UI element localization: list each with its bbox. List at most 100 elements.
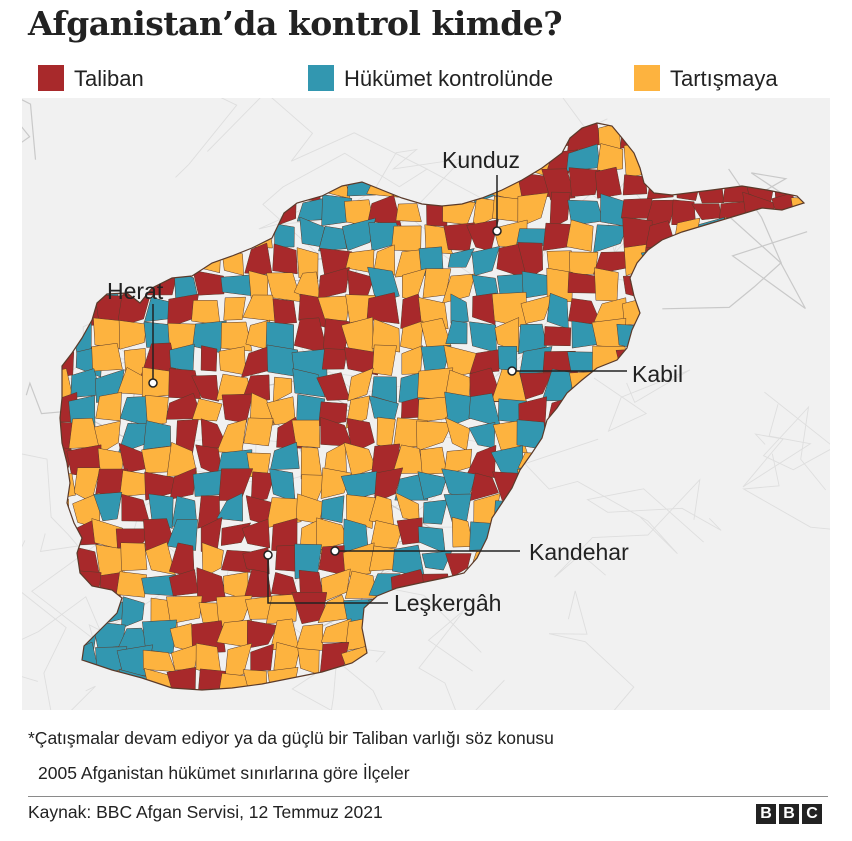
background-road-line	[418, 608, 505, 710]
location-dot-icon	[507, 366, 517, 376]
district-contested	[395, 203, 422, 222]
district-contested	[216, 595, 253, 628]
location-dot-icon	[263, 550, 273, 560]
district-contested	[249, 392, 275, 426]
district-government	[518, 323, 547, 355]
district-contested	[347, 367, 374, 402]
district-contested	[566, 219, 594, 252]
city-marker-kabil: Kabil	[507, 361, 683, 387]
district-contested	[420, 317, 452, 351]
bbc-logo: B B C	[756, 804, 822, 824]
district-government	[593, 224, 628, 253]
district-contested	[517, 192, 549, 228]
district-contested	[416, 420, 453, 452]
city-marker-kunduz: Kunduz	[442, 147, 520, 236]
bbc-logo-letter: C	[802, 804, 822, 824]
background-road-line	[554, 478, 701, 578]
background-road-line	[742, 453, 830, 530]
district-government	[274, 223, 295, 248]
district-taliban	[250, 643, 274, 672]
district-government	[121, 596, 145, 629]
district-contested	[191, 398, 223, 422]
district-government	[93, 491, 123, 522]
district-taliban	[472, 292, 497, 325]
background-road-line	[22, 99, 37, 160]
district-contested	[116, 571, 147, 598]
district-taliban	[373, 467, 404, 504]
district-contested	[243, 417, 274, 447]
district-contested	[369, 520, 404, 550]
footer-divider	[28, 796, 828, 797]
background-road-line	[593, 369, 691, 432]
district-government	[445, 320, 468, 345]
legend-swatch-contested	[634, 65, 660, 91]
district-contested	[218, 346, 247, 376]
district-contested	[346, 494, 376, 529]
district-government	[447, 248, 475, 268]
district-contested	[118, 320, 147, 350]
district-taliban	[519, 372, 553, 400]
legend-swatch-government	[308, 65, 334, 91]
district-government	[166, 519, 198, 551]
district-contested	[371, 318, 400, 353]
city-marker-leskergah: Leşkergâh	[263, 550, 501, 616]
city-marker-herat: Herat	[107, 278, 164, 388]
district-government	[421, 550, 453, 571]
district-contested	[166, 595, 203, 624]
district-contested	[120, 542, 148, 572]
district-contested	[291, 419, 321, 448]
leader-line-leskergah	[267, 555, 388, 604]
bbc-logo-letter: B	[779, 804, 799, 824]
district-taliban	[166, 667, 196, 690]
district-taliban	[192, 270, 225, 296]
district-contested	[95, 391, 122, 422]
location-dot-icon	[492, 226, 502, 236]
district-contested	[442, 273, 476, 304]
district-government	[143, 420, 171, 450]
legend-item-government: Hükümet kontrolünde	[308, 64, 553, 93]
district-taliban	[622, 174, 648, 196]
legend-label-contested-line1: Tartışmaya	[670, 66, 778, 91]
source-credit: Kaynak: BBC Afgan Servisi, 12 Temmuz 202…	[28, 802, 383, 822]
district-taliban	[200, 345, 218, 372]
district-taliban	[549, 191, 571, 230]
district-contested	[191, 300, 221, 326]
district-taliban	[197, 668, 227, 690]
districts-note: 2005 Afganistan hükümet sınırlarına göre…	[38, 763, 410, 783]
district-government	[269, 441, 300, 471]
city-label-kandehar: Kandehar	[529, 539, 629, 565]
district-taliban	[272, 298, 297, 325]
background-road-line	[549, 590, 635, 710]
district-contested	[317, 295, 351, 322]
district-contested	[224, 642, 253, 678]
district-contested	[201, 542, 224, 578]
district-contested	[272, 376, 293, 403]
district-taliban	[343, 346, 379, 376]
city-label-kunduz: Kunduz	[442, 147, 520, 173]
location-dot-icon	[330, 546, 340, 556]
city-label-herat: Herat	[107, 278, 164, 304]
background-road-line	[586, 488, 722, 543]
bbc-logo-letter: B	[756, 804, 776, 824]
district-contested	[520, 294, 554, 324]
district-government	[141, 574, 177, 597]
district-taliban	[517, 242, 543, 280]
district-taliban	[595, 166, 622, 199]
district-taliban	[318, 266, 350, 300]
district-taliban	[272, 243, 298, 275]
district-taliban	[346, 417, 375, 454]
district-contested	[374, 244, 396, 276]
district-contested	[265, 593, 298, 625]
afghanistan-district-map: Kunduz Herat Kabil Kandehar Leşkergâh	[22, 98, 830, 710]
footnote-contested: *Çatışmalar devam ediyor ya da güçlü bir…	[28, 728, 554, 748]
district-contested	[296, 247, 319, 280]
district-taliban	[241, 518, 271, 549]
district-government	[320, 495, 345, 524]
location-dot-icon	[148, 378, 158, 388]
district-taliban	[250, 471, 276, 504]
district-contested	[596, 143, 624, 172]
district-contested	[594, 267, 619, 302]
legend-label-government: Hükümet kontrolünde	[344, 64, 553, 93]
background-road-line	[742, 404, 812, 488]
legend-swatch-taliban	[38, 65, 64, 91]
